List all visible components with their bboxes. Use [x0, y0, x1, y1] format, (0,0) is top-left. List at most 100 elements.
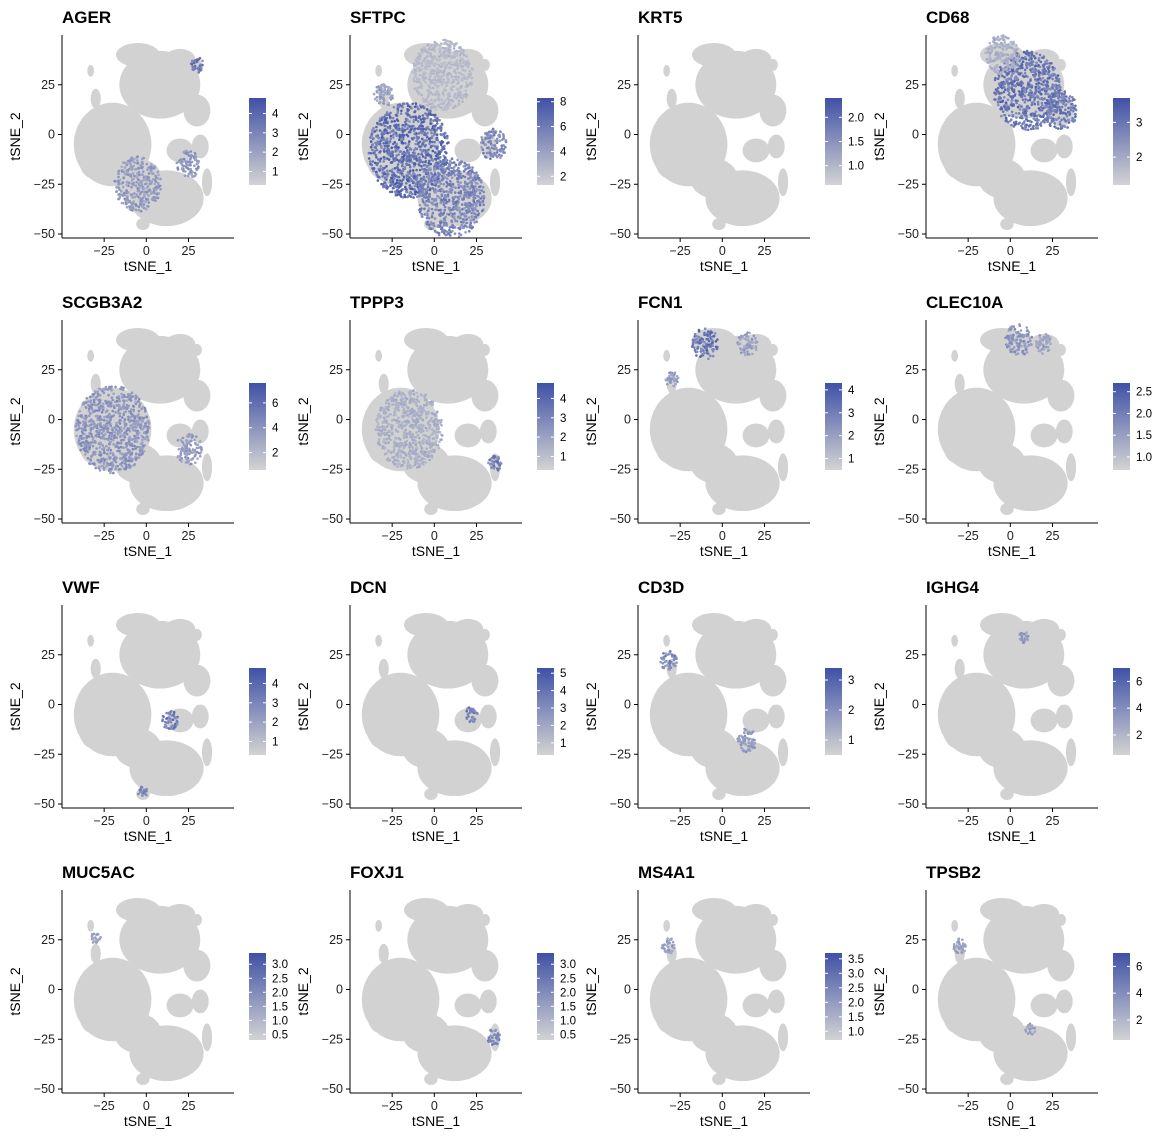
expression-point — [469, 180, 473, 183]
expression-point — [454, 75, 458, 79]
expression-point — [138, 446, 142, 449]
expression-point — [409, 115, 413, 119]
expression-point — [1017, 53, 1020, 57]
expression-point — [446, 93, 450, 96]
expression-point — [430, 215, 434, 219]
expression-point — [387, 101, 391, 105]
expression-point — [488, 136, 492, 140]
expression-point — [1036, 103, 1040, 106]
expression-point — [185, 152, 188, 155]
y-axis-label: tSNE_2 — [871, 112, 887, 160]
expression-point — [137, 422, 140, 426]
expression-point — [437, 105, 441, 109]
expression-point — [191, 171, 194, 174]
expression-point — [440, 198, 444, 202]
expression-point — [491, 143, 494, 147]
expression-point — [492, 134, 496, 137]
expression-point — [384, 181, 387, 185]
expression-point — [453, 232, 457, 235]
expression-point — [431, 62, 434, 66]
expression-point — [409, 157, 413, 160]
expression-point — [403, 165, 407, 169]
expression-point — [421, 137, 424, 141]
expression-point — [135, 424, 139, 428]
expression-point — [1008, 114, 1011, 117]
expression-point — [985, 58, 989, 61]
expression-point — [377, 437, 381, 441]
x-axis-label: tSNE_1 — [412, 258, 460, 274]
x-tick-label: 25 — [182, 244, 196, 258]
expression-point — [995, 63, 999, 67]
expression-point — [426, 185, 430, 189]
expression-points — [367, 38, 508, 238]
expression-point — [425, 191, 429, 194]
expression-point — [372, 92, 376, 96]
expression-point — [1023, 120, 1026, 123]
expression-point — [100, 432, 104, 435]
expression-point — [433, 99, 437, 102]
expression-point — [1006, 89, 1010, 92]
expression-point — [1015, 116, 1018, 119]
expression-point — [461, 100, 464, 103]
expression-point — [1060, 118, 1063, 122]
x-tick-label: 25 — [470, 244, 484, 258]
expression-point — [109, 462, 112, 466]
expression-point — [478, 200, 481, 204]
expression-point — [435, 427, 439, 431]
expression-point — [158, 184, 162, 188]
expression-point — [1004, 88, 1007, 91]
expression-point — [122, 446, 125, 449]
expression-point — [463, 218, 466, 222]
expression-point — [475, 187, 479, 191]
expression-point — [996, 86, 1000, 90]
expression-point — [1048, 107, 1052, 111]
cell-cluster — [454, 423, 482, 448]
expression-point — [455, 64, 458, 67]
expression-point — [444, 150, 447, 154]
expression-point — [87, 410, 91, 413]
expression-point — [134, 429, 137, 432]
expression-point — [1014, 84, 1017, 87]
expression-point — [100, 428, 104, 431]
expression-point — [382, 90, 385, 93]
expression-point — [435, 128, 438, 132]
expression-point — [102, 430, 105, 433]
expression-point — [382, 185, 385, 189]
expression-point — [98, 450, 102, 454]
expression-point — [450, 186, 453, 190]
expression-point — [495, 137, 499, 141]
expression-points — [74, 385, 203, 475]
expression-point — [483, 143, 487, 146]
expression-point — [1019, 83, 1023, 87]
expression-point — [401, 196, 405, 199]
expression-point — [994, 92, 997, 96]
expression-point — [423, 131, 426, 134]
expression-point — [154, 174, 157, 178]
expression-point — [382, 172, 386, 176]
expression-point — [1030, 53, 1033, 57]
expression-point — [1015, 68, 1019, 71]
expression-point — [431, 223, 434, 227]
expression-point — [137, 453, 141, 456]
expression-point — [128, 162, 131, 165]
expression-point — [476, 213, 480, 217]
expression-point — [147, 166, 150, 169]
expression-point — [426, 174, 430, 178]
expression-point — [119, 445, 123, 449]
expression-point — [1010, 54, 1014, 58]
expression-point — [119, 435, 122, 438]
expression-point — [457, 49, 461, 53]
expression-point — [412, 64, 416, 68]
expression-point — [1038, 53, 1042, 57]
expression-point — [1027, 85, 1030, 89]
expression-point — [141, 173, 144, 176]
expression-point — [134, 458, 138, 462]
expression-point — [406, 174, 409, 177]
expression-point — [996, 77, 1000, 80]
colorbar-tick-label: 2 — [272, 448, 278, 460]
expression-point — [190, 436, 194, 439]
expression-point — [439, 212, 443, 215]
expression-point — [113, 436, 116, 439]
cell-cluster — [691, 42, 736, 67]
expression-point — [480, 189, 484, 192]
